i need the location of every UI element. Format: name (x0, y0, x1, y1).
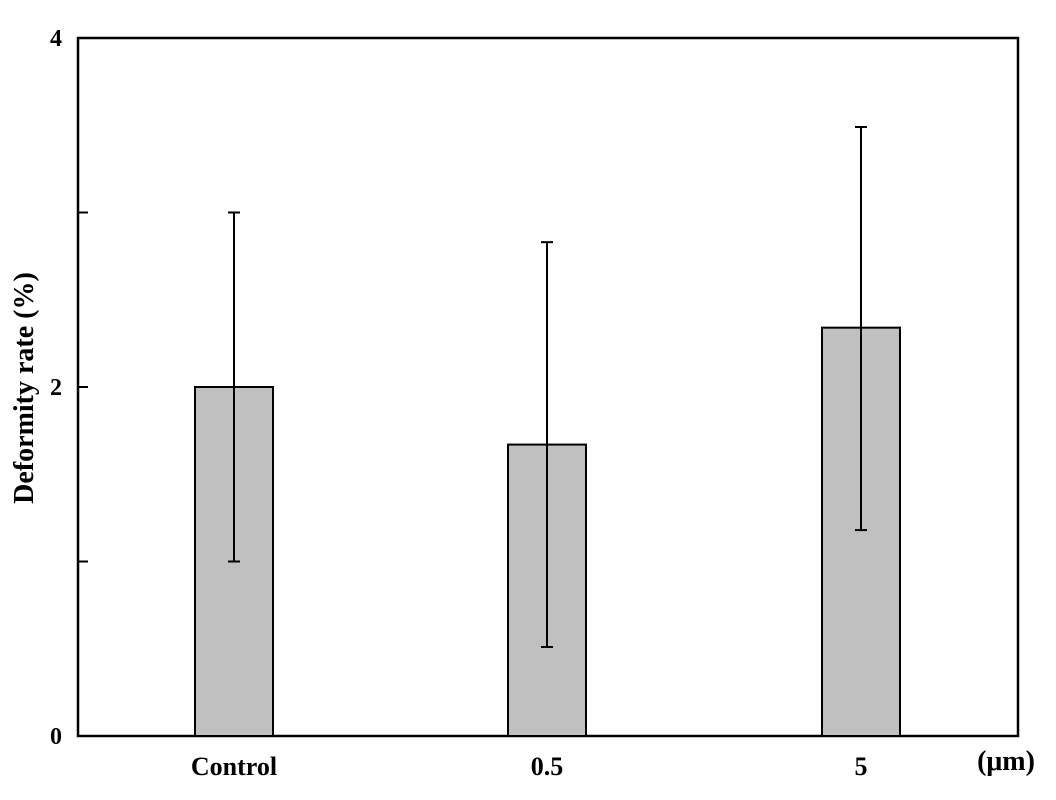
error-bars (228, 125, 867, 649)
y-tick-label: 0 (50, 724, 62, 750)
bars (194, 326, 901, 737)
x-category-label: Control (191, 752, 277, 781)
x-category-label: 5 (855, 752, 868, 781)
x-axis-unit-label: (μm) (977, 746, 1035, 777)
y-axis-ticks: 0 2 4 (50, 26, 88, 750)
y-axis-label: Deformity rate (%) (9, 272, 40, 504)
y-tick-label: 4 (50, 26, 62, 52)
x-category-label: 0.5 (531, 752, 564, 781)
x-axis-labels: Control 0.5 5 (191, 752, 868, 781)
y-tick-label: 2 (50, 375, 62, 401)
